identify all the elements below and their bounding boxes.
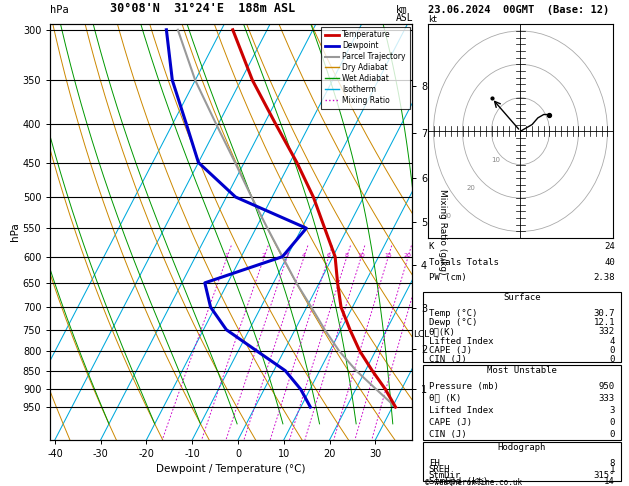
Text: 14: 14: [604, 477, 615, 486]
Text: 332: 332: [599, 327, 615, 336]
Text: 23.06.2024  00GMT  (Base: 12): 23.06.2024 00GMT (Base: 12): [428, 4, 609, 15]
Text: 950: 950: [599, 382, 615, 391]
Bar: [423, 364, 621, 440]
Text: 0: 0: [610, 418, 615, 427]
Text: 1: 1: [225, 253, 228, 258]
Text: 333: 333: [599, 394, 615, 403]
Text: 3: 3: [610, 406, 615, 415]
Text: θᴄ (K): θᴄ (K): [428, 394, 461, 403]
Text: 1: 1: [610, 466, 615, 474]
Text: 6: 6: [326, 253, 330, 258]
Text: 8: 8: [610, 459, 615, 469]
Text: Pressure (mb): Pressure (mb): [428, 382, 499, 391]
Text: 30: 30: [442, 213, 451, 219]
Text: LCL: LCL: [413, 330, 429, 339]
Text: CAPE (J): CAPE (J): [428, 418, 472, 427]
Text: 4: 4: [610, 336, 615, 346]
Text: 0: 0: [610, 346, 615, 355]
Bar: [423, 292, 621, 362]
Text: Lifted Index: Lifted Index: [428, 336, 493, 346]
Text: 15: 15: [384, 253, 392, 258]
Text: EH: EH: [428, 459, 440, 469]
Text: 8: 8: [345, 253, 348, 258]
Text: 4: 4: [302, 253, 306, 258]
Text: StmDir: StmDir: [428, 471, 461, 481]
Text: CAPE (J): CAPE (J): [428, 346, 472, 355]
Bar: [423, 442, 621, 481]
Text: 2.38: 2.38: [593, 273, 615, 282]
Text: 2: 2: [262, 253, 266, 258]
Text: Hodograph: Hodograph: [498, 443, 546, 452]
Text: 315°: 315°: [593, 471, 615, 481]
Text: 0: 0: [610, 355, 615, 364]
Text: 40: 40: [604, 258, 615, 267]
Y-axis label: Mixing Ratio (g/kg): Mixing Ratio (g/kg): [438, 189, 447, 275]
Text: θᴄ(K): θᴄ(K): [428, 327, 455, 336]
Text: ASL: ASL: [396, 13, 414, 23]
Text: 24: 24: [604, 242, 615, 251]
Text: PW (cm): PW (cm): [428, 273, 466, 282]
Text: kt: kt: [428, 15, 437, 24]
Text: Surface: Surface: [503, 293, 540, 302]
Y-axis label: hPa: hPa: [10, 223, 20, 242]
Text: 3: 3: [285, 253, 289, 258]
Text: K: K: [428, 242, 434, 251]
Point: [545, 111, 555, 119]
Text: SREH: SREH: [428, 466, 450, 474]
Text: CIN (J): CIN (J): [428, 355, 466, 364]
Text: 10: 10: [491, 156, 500, 163]
Text: 20: 20: [467, 185, 476, 191]
Text: Most Unstable: Most Unstable: [487, 365, 557, 375]
Legend: Temperature, Dewpoint, Parcel Trajectory, Dry Adiabat, Wet Adiabat, Isotherm, Mi: Temperature, Dewpoint, Parcel Trajectory…: [321, 27, 409, 109]
X-axis label: Dewpoint / Temperature (°C): Dewpoint / Temperature (°C): [157, 465, 306, 474]
Text: Totals Totals: Totals Totals: [428, 258, 499, 267]
Text: StmSpd (kt): StmSpd (kt): [428, 477, 487, 486]
Text: © weatheronline.co.uk: © weatheronline.co.uk: [425, 478, 521, 486]
Text: Lifted Index: Lifted Index: [428, 406, 493, 415]
Text: 30.7: 30.7: [593, 309, 615, 318]
Text: Temp (°C): Temp (°C): [428, 309, 477, 318]
Text: 0: 0: [610, 430, 615, 439]
Text: 12.1: 12.1: [593, 318, 615, 327]
Text: km: km: [396, 4, 408, 15]
Text: hPa: hPa: [50, 4, 69, 15]
Text: 20: 20: [404, 253, 411, 258]
Text: Dewp (°C): Dewp (°C): [428, 318, 477, 327]
Text: 30°08'N  31°24'E  188m ASL: 30°08'N 31°24'E 188m ASL: [110, 1, 296, 15]
Text: 10: 10: [357, 253, 365, 258]
Text: CIN (J): CIN (J): [428, 430, 466, 439]
